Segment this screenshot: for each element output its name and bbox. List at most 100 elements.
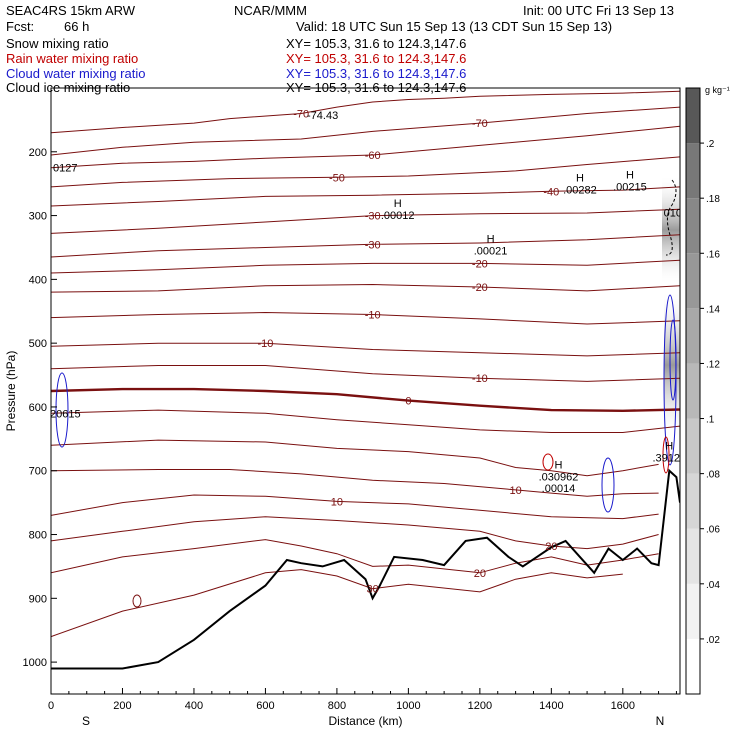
contour-label: -20 [472,282,488,294]
high-marker: H [394,198,402,210]
plot-area: -70-70-60-50-40-30-30-20-20-10-10-100101… [50,90,686,670]
temperature-contour [51,106,680,156]
field-label-cloud-ice: Cloud ice mixing ratio [6,80,131,95]
temperature-contour [51,234,680,258]
colorbar-swatch [686,253,700,309]
colorbar-tick-label: .1 [706,415,715,426]
temperature-contour [51,311,680,325]
contour-label: -20 [472,258,488,270]
x-tick-label: 1400 [539,700,563,712]
rain-water-contour [542,453,554,471]
temperature-contour [51,516,659,550]
temperature-contour [51,342,680,357]
y-tick-label: 300 [29,211,47,223]
colorbar-tick-label: .02 [706,635,720,646]
valid-time: Valid: 18 UTC Sun 15 Sep 13 (13 CDT Sun … [296,19,613,34]
x-tick-label: 1000 [396,700,420,712]
high-value-label: .39129 [652,453,686,465]
contour-label: -40 [543,186,559,198]
y-tick-label: 700 [29,466,47,478]
colorbar-swatch [686,88,700,144]
y-tick-label: 200 [29,147,47,159]
y-tick-label: 500 [29,338,47,350]
colorbar-swatch [686,363,700,419]
x-tick-label: 600 [256,700,274,712]
colorbar-swatch [686,143,700,199]
annotation-label: 0127 [53,163,77,175]
x-tick-label: 200 [113,700,131,712]
org-label: NCAR/MMM [234,3,307,18]
south-endpoint-label: S [82,714,90,728]
x-axis-label: Distance (km) [328,714,402,728]
contour-label: 10 [331,496,343,508]
y-tick-label: 1000 [23,657,47,669]
colorbar-swatch [686,638,700,694]
temperature-contour [51,439,659,477]
colorbar-tick-label: .14 [706,304,720,315]
colorbar-tick-label: .2 [706,139,715,150]
field-xy-snow: XY= 105.3, 31.6 to 124.3,147.6 [286,36,467,51]
cloud-ice-contour [665,179,677,256]
colorbar-units: g kg⁻¹ [705,85,730,95]
contour-label: -50 [329,172,345,184]
temperature-contour [51,365,680,382]
rain-water-contour [662,436,670,474]
annotation-label: 20615 [50,408,81,420]
contour-label: 20 [474,568,486,580]
terrain-line [51,468,680,670]
high-value-label: .00012 [381,210,415,222]
field-label-cloud-water: Cloud water mixing ratio [6,66,146,81]
temperature-contour [51,569,623,638]
temperature-contour [51,539,659,574]
colorbar-swatch [686,473,700,529]
colorbar-tick-label: .04 [706,580,720,591]
y-tick-label: 800 [29,530,47,542]
high-marker: H [626,169,634,181]
colorbar-swatch [686,528,700,584]
annotation-label: 010 [664,207,682,219]
x-tick-label: 400 [185,700,203,712]
temperature-contour-closed [132,594,142,608]
high-marker: H [487,233,495,245]
temperature-contour [51,283,680,293]
high-value-label: .00021 [474,245,508,257]
colorbar-tick-label: .18 [706,194,720,205]
plot-frame [50,87,681,695]
colorbar-swatch [686,418,700,474]
y-tick-label: 900 [29,593,47,605]
colorbar-swatch [686,308,700,364]
contour-label: -30 [365,211,381,223]
contour-label: -60 [365,150,381,162]
high-value-label: .00282 [563,185,597,197]
temperature-contour [51,186,680,207]
x-tick-label: 800 [328,700,346,712]
init-time: Init: 00 UTC Fri 13 Sep 13 [523,3,675,18]
north-endpoint-label: N [656,714,665,728]
colorbar-swatch [686,198,700,254]
temperature-contour [51,156,680,188]
contour-label: -10 [472,373,488,385]
temperature-contour [51,208,680,234]
snow-shading-upper [662,175,680,285]
temperature-contour [51,494,659,520]
temperature-contour [51,125,680,169]
field-label-rain: Rain water mixing ratio [6,51,139,66]
colorbar-frame [685,87,701,695]
field-xy-cloud-water: XY= 105.3, 31.6 to 124.3,147.6 [286,66,467,81]
temperature-contour [51,409,680,433]
colorbar-tick-label: .08 [706,470,720,481]
x-tick-label: 1600 [611,700,635,712]
x-tick-label: 0 [48,700,54,712]
contour-label: -70 [472,118,488,130]
annotation-label: .00014 [542,483,576,495]
field-xy-rain: XY= 105.3, 31.6 to 124.3,147.6 [286,51,467,66]
y-tick-label: 400 [29,274,47,286]
contour-label: -10 [365,309,381,321]
contour-label: 0 [405,396,411,408]
temperature-contour [51,469,659,497]
annotation-label: -74.43 [307,110,338,122]
cloud-water-contour [55,372,69,448]
colorbar-tick-label: .06 [706,525,720,536]
high-marker: H [665,441,673,453]
field-label-snow: Snow mixing ratio [6,36,109,51]
